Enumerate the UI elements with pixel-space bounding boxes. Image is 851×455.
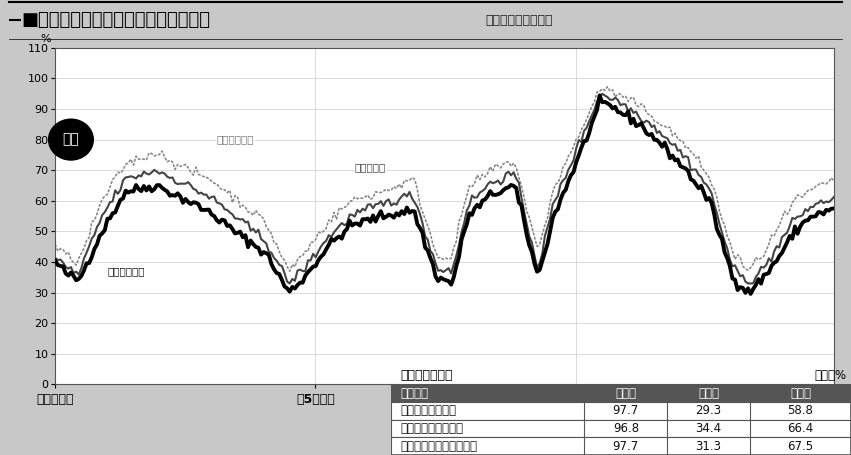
Text: 66.4: 66.4 [787,422,814,435]
Text: 鉱物性除湿材: 鉱物性除湿材 [217,135,254,145]
Bar [391,420,851,437]
Text: 67.5: 67.5 [787,440,814,453]
Text: 平均値: 平均値 [790,387,811,400]
Text: 31.3: 31.3 [695,440,722,453]
Text: ■床下における空気中の湿度変化比較: ■床下における空気中の湿度変化比較 [21,11,210,30]
Text: 鉱　物　性　除　湿　材: 鉱 物 性 除 湿 材 [401,440,477,453]
Text: 飛騒セラミック炭: 飛騒セラミック炭 [401,404,457,417]
Text: 97.7: 97.7 [613,440,639,453]
Text: 58.8: 58.8 [787,404,814,417]
Text: 34.4: 34.4 [695,422,722,435]
Text: 96.8: 96.8 [613,422,639,435]
Text: 湿度: 湿度 [63,132,79,147]
Text: データ名: データ名 [401,387,429,400]
Text: 単位：%: 単位：% [814,369,847,382]
Bar [391,384,851,402]
Text: 【データーグラフ】: 【データーグラフ】 [485,14,552,27]
Bar [391,437,851,455]
Text: 29.3: 29.3 [695,404,722,417]
Text: 木　炭　マ　ッ　ト: 木 炭 マ ッ ト [401,422,464,435]
Text: %: % [41,35,51,45]
Text: 最低値: 最低値 [698,387,719,400]
Bar [391,402,851,420]
Text: 最高値: 最高値 [615,387,637,400]
Text: セラミック炭: セラミック炭 [107,266,145,276]
Text: 97.7: 97.7 [613,404,639,417]
Text: 【データー表】: 【データー表】 [400,369,453,382]
Text: 木炭マット: 木炭マット [355,162,386,172]
